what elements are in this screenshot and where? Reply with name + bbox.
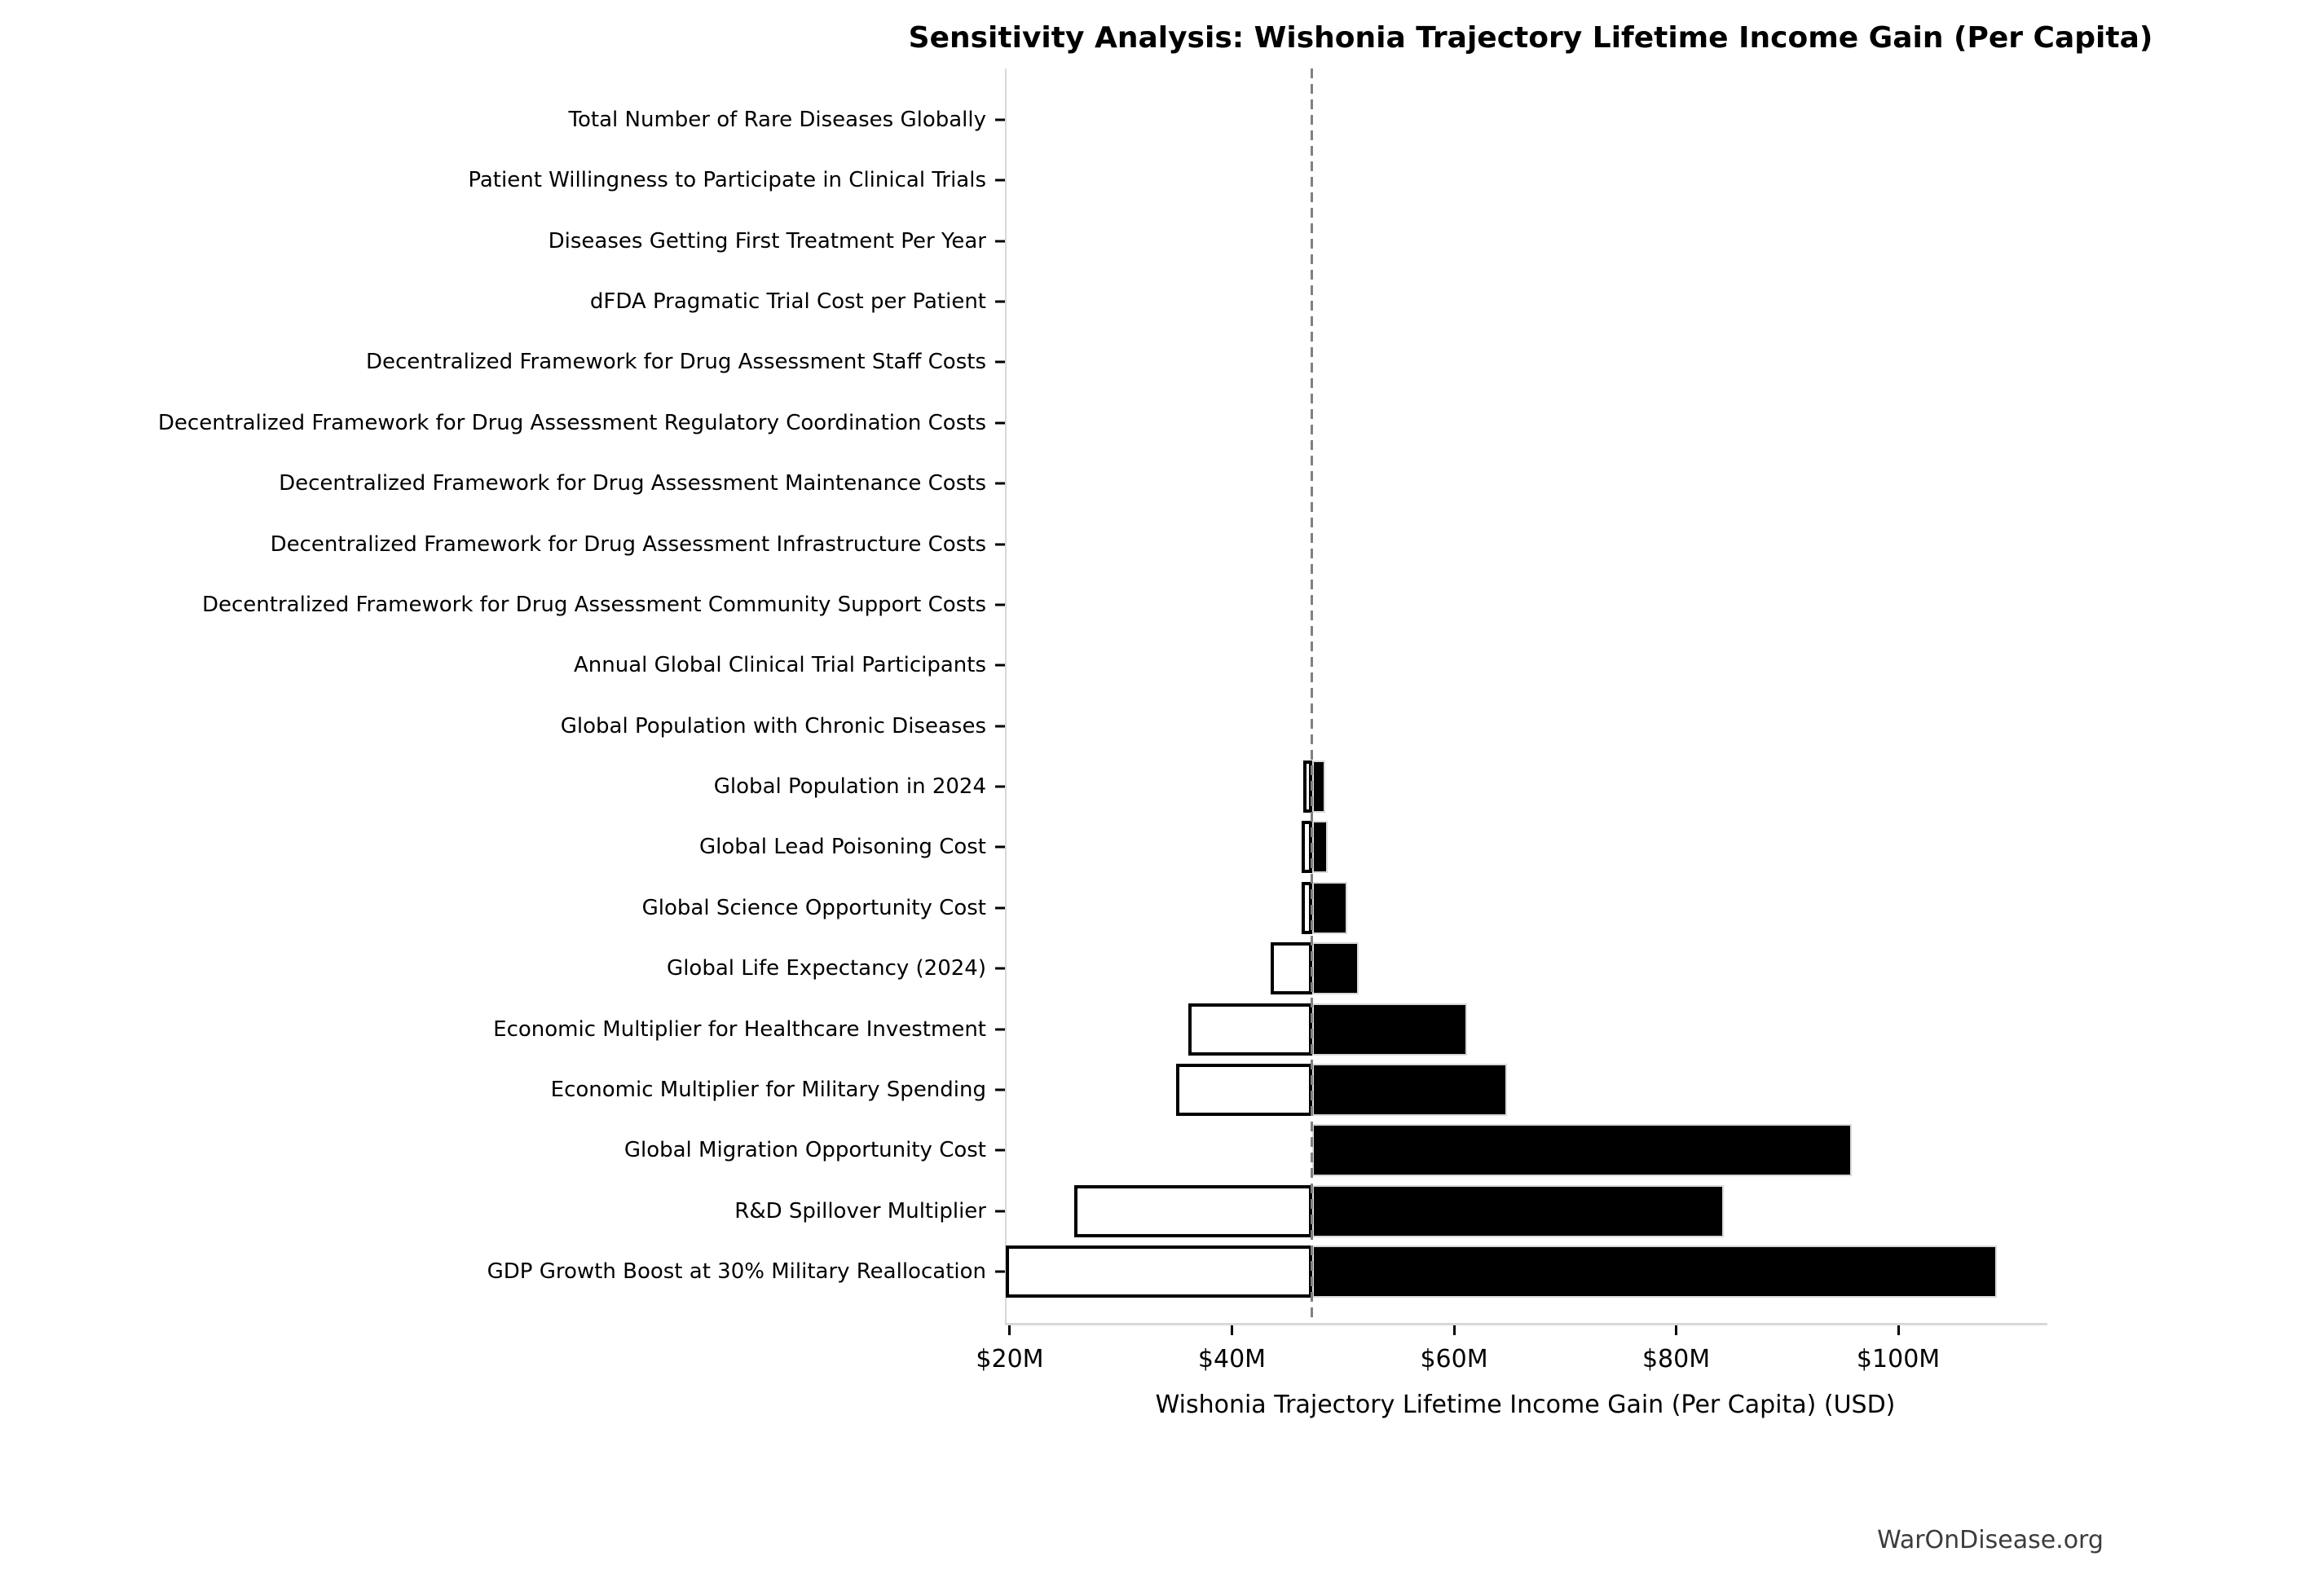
y-tick-mark — [995, 725, 1005, 728]
high-sensitivity-bar — [1311, 1063, 1508, 1116]
x-tick-label: $100M — [1856, 1345, 1941, 1373]
row-label: Decentralized Framework for Drug Assessm… — [202, 592, 986, 617]
y-tick-mark — [995, 664, 1005, 667]
y-tick-mark — [995, 118, 1005, 121]
row-label: Economic Multiplier for Military Spendin… — [550, 1077, 986, 1102]
row-label: Global Lead Poisoning Cost — [698, 835, 986, 860]
row-label: Economic Multiplier for Healthcare Inves… — [493, 1016, 986, 1042]
row-label: Global Science Opportunity Cost — [641, 895, 986, 920]
baseline-dashed-line — [1311, 68, 1314, 1323]
low-sensitivity-bar — [1188, 1003, 1312, 1056]
high-sensitivity-bar — [1311, 942, 1359, 995]
y-tick-mark — [995, 300, 1005, 303]
y-tick-mark — [995, 785, 1005, 788]
y-tick-mark — [995, 482, 1005, 485]
high-sensitivity-bar — [1311, 881, 1348, 934]
y-tick-mark — [995, 967, 1005, 970]
x-tick-label: $60M — [1420, 1345, 1488, 1373]
row-label: Global Population with Chronic Diseases — [560, 713, 986, 738]
x-tick-mark — [1452, 1325, 1456, 1335]
y-tick-mark — [995, 603, 1005, 606]
row-label: Annual Global Clinical Trial Participant… — [574, 653, 986, 678]
high-sensitivity-bar — [1311, 1245, 1998, 1298]
low-sensitivity-bar — [1271, 942, 1312, 995]
y-tick-mark — [995, 845, 1005, 849]
y-tick-mark — [995, 1270, 1005, 1273]
high-sensitivity-bar — [1311, 1003, 1468, 1056]
row-label: Decentralized Framework for Drug Assessm… — [270, 531, 986, 557]
y-tick-mark — [995, 179, 1005, 182]
x-tick-mark — [1897, 1325, 1900, 1335]
x-tick-label: $80M — [1641, 1345, 1711, 1373]
row-label: Diseases Getting First Treatment Per Yea… — [548, 228, 986, 254]
row-label: Decentralized Framework for Drug Assessm… — [157, 410, 986, 435]
row-label: Decentralized Framework for Drug Assessm… — [365, 350, 986, 375]
row-label: Global Life Expectancy (2024) — [667, 956, 986, 981]
y-tick-mark — [995, 1210, 1005, 1213]
row-label: R&D Spillover Multiplier — [734, 1198, 986, 1223]
x-tick-label: $20M — [976, 1345, 1044, 1373]
footer-watermark: WarOnDisease.org — [1877, 1526, 2104, 1554]
high-sensitivity-bar — [1311, 1124, 1852, 1177]
low-sensitivity-bar — [1302, 821, 1312, 874]
row-label: GDP Growth Boost at 30% Military Realloc… — [487, 1259, 986, 1285]
row-label: Global Migration Opportunity Cost — [624, 1138, 986, 1163]
y-tick-mark — [995, 1028, 1005, 1031]
high-sensitivity-bar — [1311, 1184, 1725, 1237]
x-axis-spine — [1005, 1323, 2047, 1325]
x-tick-mark — [1231, 1325, 1233, 1335]
row-label: Global Population in 2024 — [713, 774, 986, 800]
low-sensitivity-bar — [1302, 881, 1312, 934]
row-label: Patient Willingness to Participate in Cl… — [468, 168, 986, 193]
x-tick-mark — [1675, 1325, 1678, 1335]
high-sensitivity-bar — [1311, 821, 1328, 874]
row-label: dFDA Pragmatic Trial Cost per Patient — [589, 289, 986, 315]
y-tick-mark — [995, 240, 1005, 243]
row-label: Decentralized Framework for Drug Assessm… — [279, 471, 986, 496]
y-tick-mark — [995, 1149, 1005, 1152]
high-sensitivity-bar — [1311, 761, 1325, 813]
y-axis-spine — [1005, 68, 1007, 1323]
y-tick-mark — [995, 543, 1005, 546]
x-tick-mark — [1008, 1325, 1011, 1335]
y-tick-mark — [995, 1088, 1005, 1091]
chart-title: Sensitivity Analysis: Wishonia Trajector… — [908, 21, 2153, 55]
low-sensitivity-bar — [1005, 1245, 1312, 1298]
low-sensitivity-bar — [1302, 761, 1312, 813]
y-tick-mark — [995, 906, 1005, 910]
low-sensitivity-bar — [1074, 1184, 1312, 1237]
y-tick-mark — [995, 421, 1005, 425]
y-tick-mark — [995, 360, 1005, 364]
low-sensitivity-bar — [1176, 1063, 1312, 1116]
row-label: Total Number of Rare Diseases Globally — [568, 108, 986, 132]
x-axis-label: Wishonia Trajectory Lifetime Income Gain… — [1155, 1391, 1896, 1419]
x-tick-label: $40M — [1197, 1345, 1267, 1373]
